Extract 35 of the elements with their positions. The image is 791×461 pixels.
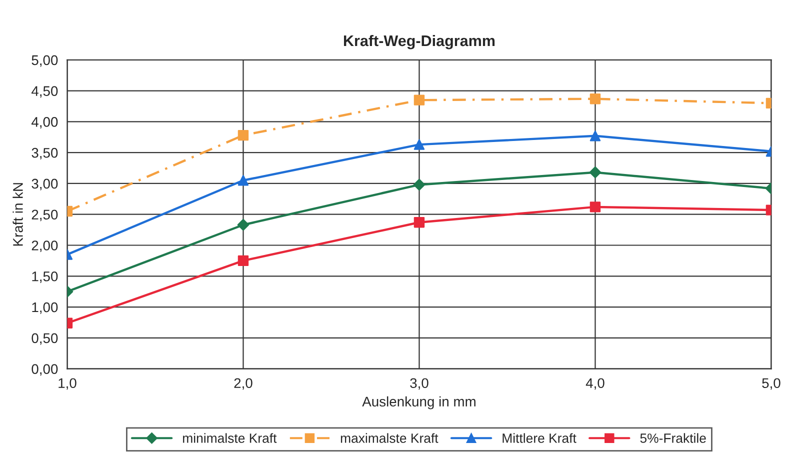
y-tick-label: 3,00	[32, 178, 58, 190]
legend-label: maximalste Kraft	[340, 433, 438, 443]
legend-label: minimalste Kraft	[183, 433, 277, 443]
point	[238, 175, 249, 186]
point	[238, 130, 249, 141]
y-tick-label: 5,00	[32, 55, 58, 67]
point	[590, 130, 601, 142]
legend-label: 5%-Fraktile	[640, 433, 706, 443]
point	[237, 218, 250, 231]
x-tick-label: 5,0	[762, 378, 780, 390]
x-tick-label: 3,0	[410, 378, 428, 390]
point	[238, 255, 249, 266]
y-tick-label: 0,00	[32, 364, 58, 376]
y-tick-label: 1,00	[32, 302, 58, 314]
y-tick-label: 2,50	[32, 210, 58, 222]
x-axis-title: Auslenkung in mm	[362, 396, 476, 410]
chart-title: Kraft-Weg-Diagramm	[344, 34, 495, 50]
legend-label: Mittlere Kraft	[502, 433, 576, 443]
y-axis-title: Kraft in kN	[12, 183, 23, 246]
x-tick-label: 2,0	[234, 378, 252, 390]
y-tick-label: 0,50	[32, 333, 58, 345]
point	[414, 217, 425, 228]
y-tick-label: 4,00	[31, 117, 58, 129]
y-tick-label: 2,00	[32, 240, 58, 252]
y-tick-label: 4,50	[31, 86, 58, 98]
point	[589, 166, 602, 178]
point	[590, 93, 601, 104]
x-tick-label: 1,0	[58, 378, 76, 390]
point	[414, 139, 425, 150]
y-tick-label: 3,50	[32, 148, 58, 160]
point	[590, 202, 601, 212]
point	[413, 178, 426, 191]
x-tick-label: 4,0	[586, 378, 604, 390]
y-tick-label: 1,50	[32, 271, 58, 283]
point	[414, 94, 425, 106]
